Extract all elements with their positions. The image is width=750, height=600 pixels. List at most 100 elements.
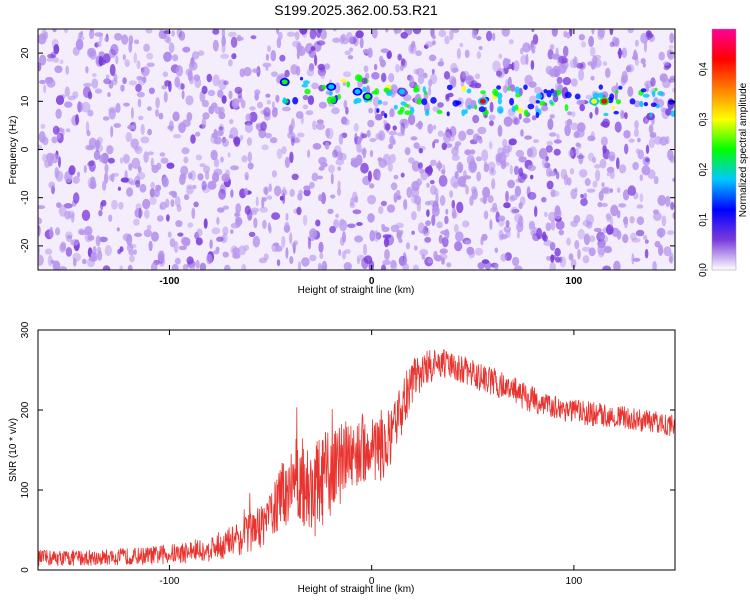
spectrogram-cell [542,234,548,242]
spectrogram-cell [377,172,381,181]
spectrogram-cell [427,257,434,264]
spectrogram-cell [616,210,621,219]
spectrogram-cell [240,99,246,109]
spectrogram-cell [417,120,423,130]
spectrogram-y-tick-label: -20 [20,238,31,253]
spectrogram-cell [265,66,269,71]
spectrogram-cell [631,253,635,265]
spectrogram-cell [556,76,563,84]
spectrogram-band-cell [282,97,287,105]
spectrogram-cell [182,119,191,128]
spectrogram-cell [289,151,294,164]
spectrogram-cell [452,29,460,33]
spectrogram-cell [155,97,160,109]
spectrogram-cell [239,68,246,78]
spectrogram-band-cell [497,92,503,100]
spectrogram-cell [544,211,548,218]
spectrogram-cell [80,30,84,36]
spectrogram-cell [522,117,531,124]
spectrogram-x-axis-label: Height of straight line (km) [298,285,415,296]
spectrogram-cell [244,187,249,196]
colorbar-label: Normalized spectral amplitude [738,82,749,217]
spectrogram-cell [639,174,644,182]
spectrogram-cell [645,157,650,163]
spectrogram-cell [169,238,176,248]
spectrogram-cell [212,250,220,255]
spectrogram-band-cell [303,80,310,85]
spectrogram-cell [287,131,296,139]
spectrogram-cell [289,232,293,245]
spectrogram-cell [263,197,267,202]
spectrogram-cell [385,29,389,33]
spectrogram-cell [289,188,295,197]
spectrogram-cell [345,32,353,42]
spectrogram-cell [124,170,128,180]
spectrogram-cell [155,109,159,117]
spectrogram-cell [50,259,55,264]
colorbar: 0.0 0.1 0.2 0.3 0.4 Normalized spectral ampl… [698,28,749,277]
spectrogram-cell [85,66,89,74]
spectrogram-cell [395,222,404,229]
spectrogram-cell [146,62,155,68]
spectrogram-cell [65,247,73,257]
spectrogram-cell [239,134,244,141]
spectrogram-cell [570,258,577,269]
spectrogram-cell [310,46,316,51]
spectrogram-cell [573,56,578,68]
spectrogram-cell [439,195,446,206]
spectrogram-cell [171,263,179,270]
spectrogram-cell [126,187,134,197]
spectrogram-cell [481,149,489,162]
spectrogram-cell [336,187,342,196]
spectrogram-cell [93,150,101,161]
spectrogram-cell [538,148,548,160]
spectrogram-cell [381,226,390,232]
spectrogram-cell [147,151,154,156]
spectrogram-cell [464,49,470,58]
spectrogram-cell [585,94,593,100]
spectrogram-cell [248,231,256,238]
spectrogram-cell [187,222,194,228]
snr-frame [37,329,676,571]
spectrogram-cell [44,248,53,255]
spectrogram-cell [549,44,555,51]
spectrogram-cell [516,230,520,239]
spectrogram-cell [230,36,238,48]
spectrogram-cell [147,106,152,111]
spectrogram-cell [231,53,237,60]
spectrogram-cell [378,133,384,140]
spectrogram-cell [478,46,483,50]
spectrogram-cell [414,195,422,205]
spectrogram-cell [659,229,663,239]
snr-x-axis-label: Height of straight line (km) [298,584,415,595]
spectrogram-cell [259,206,269,213]
spectrogram-cell [394,29,398,35]
spectrogram-cell [481,259,490,264]
spectrogram-cell [178,245,187,251]
spectrogram-cell [373,63,378,71]
spectrogram-cell [285,247,289,259]
spectrogram-band-cell [629,98,636,105]
spectrogram-band-cell [328,91,333,96]
spectrogram-cell [483,210,489,220]
spectrogram-cell [464,149,472,156]
spectrogram-cell [216,216,220,225]
spectrogram-cell [451,154,460,161]
spectrogram-cell [574,187,578,193]
spectrogram-cell [466,128,474,136]
spectrogram-cell [355,30,364,39]
spectrogram-y-tick-label: 0 [20,146,31,152]
spectrogram-cell [308,49,317,58]
spectrogram-cell [55,108,62,120]
spectrogram-cell [297,261,302,270]
spectrogram-cell [332,37,341,43]
spectrogram-cell [498,229,504,241]
spectrogram-cell [546,140,553,147]
spectrogram-cell [246,137,252,146]
spectrogram-cell [221,35,226,47]
spectrogram-cell [578,34,586,41]
spectrogram-cell [439,253,448,260]
spectrogram-cell [142,198,151,210]
spectrogram-cell [178,30,186,41]
spectrogram-cell [317,29,323,34]
